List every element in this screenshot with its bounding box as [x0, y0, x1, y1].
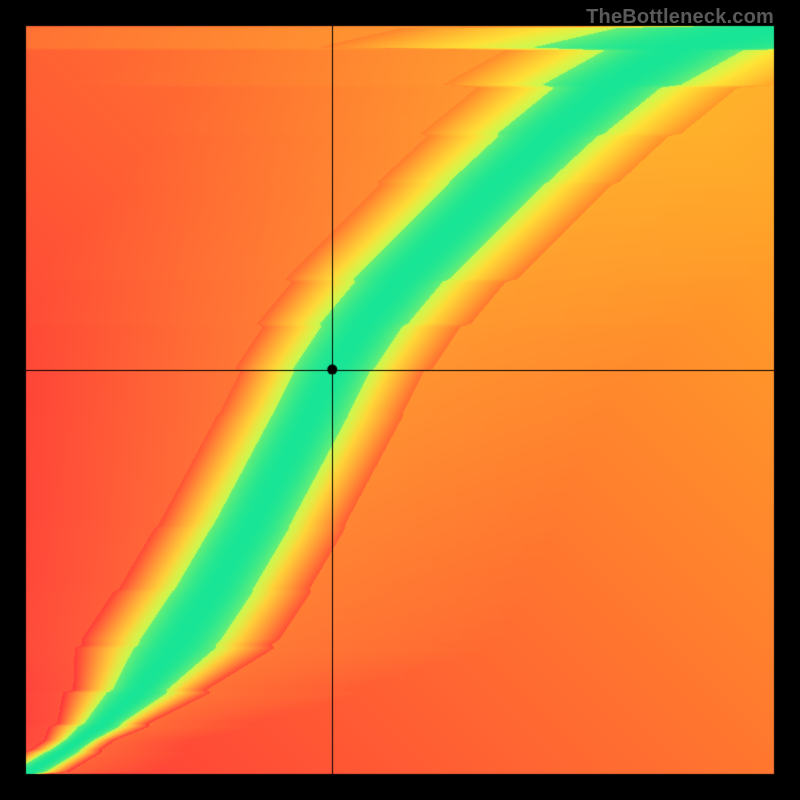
heatmap-canvas [0, 0, 800, 800]
chart-container: TheBottleneck.com [0, 0, 800, 800]
watermark-text: TheBottleneck.com [586, 6, 774, 29]
